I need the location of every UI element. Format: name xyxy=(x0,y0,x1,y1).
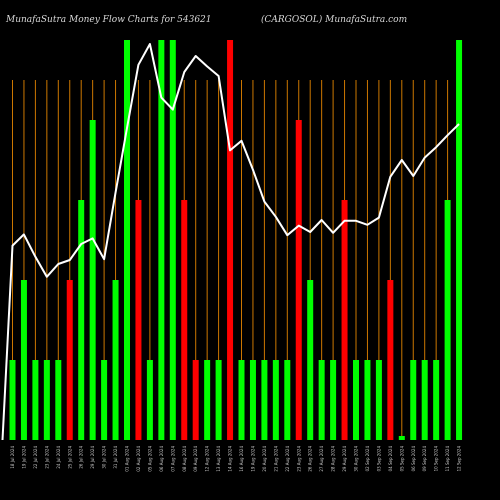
money-flow-bar xyxy=(112,280,119,440)
money-flow-bar xyxy=(295,120,302,440)
date-label: 07 Aug 2024 xyxy=(170,446,175,472)
money-flow-bar xyxy=(398,436,405,440)
date-label: 03 Sep 2024 xyxy=(376,446,381,472)
date-label: 19 Jul 2024 xyxy=(21,446,26,469)
chart-title-left: MunafaSutra Money Flow Charts for 543621 xyxy=(5,15,212,25)
date-labels: 18 Jul 2024 19 Jul 2024 22 Jul 2024 23 Jul … xyxy=(10,446,462,472)
date-label: 30 Jul 2024 xyxy=(102,446,107,469)
money-flow-bar xyxy=(169,40,176,440)
money-flow-bar xyxy=(318,360,325,440)
date-label: 23 Jul 2024 xyxy=(44,446,49,469)
money-flow-bar xyxy=(421,360,428,440)
money-flow-bar xyxy=(9,360,16,440)
money-flow-bar xyxy=(215,360,222,440)
date-label: 09 Aug 2024 xyxy=(193,446,198,472)
date-label: 02 Sep 2024 xyxy=(365,446,370,472)
date-label: 06 Sep 2024 xyxy=(411,446,416,472)
date-label: 08 Aug 2024 xyxy=(182,446,187,472)
date-label: 27 Aug 2024 xyxy=(319,446,324,472)
money-flow-bar xyxy=(249,360,256,440)
date-label: 24 Jul 2024 xyxy=(56,446,61,469)
money-flow-bar xyxy=(307,280,314,440)
money-flow-bar xyxy=(192,360,199,440)
money-flow-bar xyxy=(410,360,417,440)
date-label: 16 Aug 2024 xyxy=(239,446,244,472)
money-flow-bar xyxy=(43,360,50,440)
money-flow-bar xyxy=(261,360,268,440)
money-flow-bar xyxy=(330,360,337,440)
money-flow-bar xyxy=(444,200,451,440)
money-flow-bar xyxy=(146,360,153,440)
money-flow-bar xyxy=(55,360,62,440)
date-label: 11 Sep 2024 xyxy=(445,446,450,472)
money-flow-bar xyxy=(456,40,463,440)
money-flow-bar xyxy=(32,360,39,440)
date-label: 26 Jul 2024 xyxy=(79,446,84,469)
date-label: 25 Jul 2024 xyxy=(67,446,72,469)
price-line-group xyxy=(1,43,460,441)
money-flow-bar xyxy=(227,40,234,440)
date-label: 22 Jul 2024 xyxy=(33,446,38,469)
date-label: 28 Aug 2024 xyxy=(331,446,336,472)
money-flow-bar xyxy=(181,200,188,440)
money-flow-bar xyxy=(101,360,108,440)
money-flow-bar xyxy=(238,360,245,440)
money-flow-bar xyxy=(353,360,359,440)
date-label: 10 Sep 2024 xyxy=(434,446,439,472)
money-flow-bar xyxy=(135,200,142,440)
date-label: 29 Aug 2024 xyxy=(342,446,347,472)
date-label: 12 Sep 2024 xyxy=(457,446,462,472)
money-flow-bar xyxy=(387,280,394,440)
date-label: 30 Aug 2024 xyxy=(354,446,359,472)
money-flow-bar xyxy=(204,360,211,440)
money-flow-bar xyxy=(433,360,440,440)
date-label: 21 Aug 2024 xyxy=(273,446,278,472)
date-label: 02 Aug 2024 xyxy=(136,446,141,472)
date-label: 13 Aug 2024 xyxy=(216,446,221,472)
date-label: 19 Aug 2024 xyxy=(250,446,255,472)
date-label: 12 Aug 2024 xyxy=(205,446,210,472)
date-label: 23 Aug 2024 xyxy=(296,446,301,472)
date-label: 26 Aug 2024 xyxy=(308,446,313,472)
date-label: 22 Aug 2024 xyxy=(285,446,290,472)
money-flow-bar xyxy=(158,40,165,440)
date-label: 29 Jul 2024 xyxy=(90,446,95,469)
date-label: 14 Aug 2024 xyxy=(228,446,233,472)
date-label: 04 Sep 2024 xyxy=(388,446,393,472)
date-label: 09 Sep 2024 xyxy=(422,446,427,472)
money-flow-bar xyxy=(375,360,382,440)
date-label: 06 Aug 2024 xyxy=(159,446,164,472)
money-flow-bar xyxy=(364,360,371,440)
chart-title-right: (CARGOSOL) MunafaSutra.com xyxy=(261,14,407,25)
bars xyxy=(9,40,463,440)
money-flow-bar xyxy=(284,360,291,440)
money-flow-bar xyxy=(66,280,73,440)
date-label: 01 Aug 2024 xyxy=(125,446,130,472)
date-label: 05 Aug 2024 xyxy=(147,446,152,472)
date-label: 05 Sep 2024 xyxy=(399,446,404,472)
date-label: 31 Jul 2024 xyxy=(113,446,118,469)
money-flow-bar xyxy=(272,360,279,440)
money-flow-bar xyxy=(20,280,27,440)
price-line xyxy=(1,43,460,441)
money-flow-bar xyxy=(89,120,96,440)
date-label: 20 Aug 2024 xyxy=(262,446,267,472)
money-flow-bar xyxy=(78,200,85,440)
date-label: 18 Jul 2024 xyxy=(10,446,15,469)
money-flow-bar xyxy=(341,200,348,440)
money-flow-bar xyxy=(124,40,130,440)
